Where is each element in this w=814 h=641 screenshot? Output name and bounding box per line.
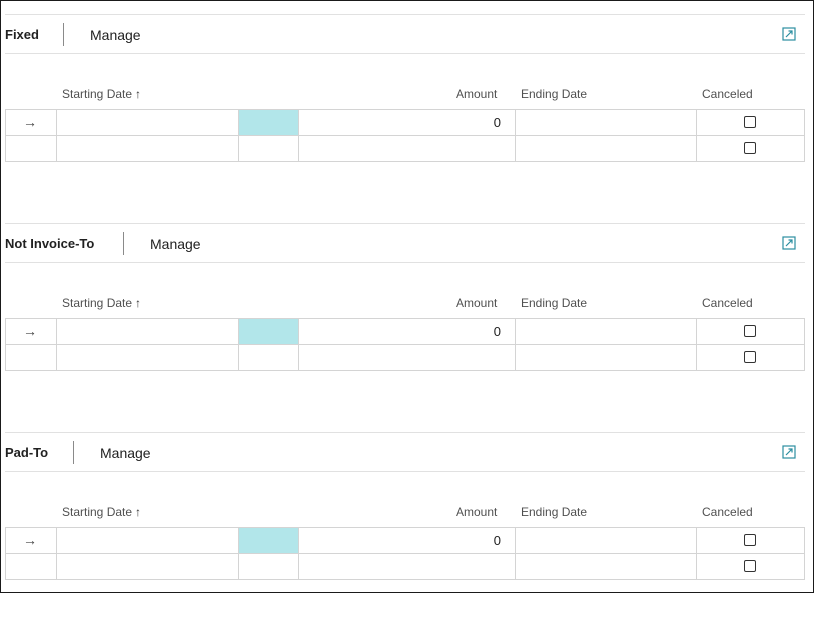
row-selector[interactable] bbox=[6, 554, 56, 579]
expand-icon[interactable] bbox=[782, 236, 796, 250]
selected-cell[interactable] bbox=[238, 110, 298, 135]
expand-icon[interactable] bbox=[782, 445, 796, 459]
sort-ascending-icon: ↑ bbox=[135, 505, 142, 519]
section-pad-to: Pad-To Manage Starting Date ↑ Amount Endi… bbox=[5, 432, 805, 641]
ending-date-cell[interactable] bbox=[515, 528, 696, 553]
starting-date-cell[interactable] bbox=[56, 136, 238, 161]
table-row[interactable] bbox=[6, 136, 804, 161]
amount-cell[interactable] bbox=[298, 136, 515, 161]
sort-ascending-icon: ↑ bbox=[135, 296, 142, 310]
table-row[interactable]: → 0 bbox=[6, 110, 804, 136]
section-title: Pad-To bbox=[5, 445, 49, 460]
header-divider bbox=[73, 441, 74, 464]
sort-ascending-icon: ↑ bbox=[135, 87, 142, 101]
manage-button[interactable]: Manage bbox=[90, 27, 141, 43]
row-arrow-icon: → bbox=[23, 114, 37, 130]
col-canceled[interactable]: Canceled bbox=[702, 87, 753, 101]
expand-icon[interactable] bbox=[782, 27, 796, 41]
row-selector[interactable] bbox=[6, 345, 56, 370]
table-row[interactable] bbox=[6, 554, 804, 579]
canceled-cell bbox=[696, 319, 804, 344]
extra-cell[interactable] bbox=[238, 345, 298, 370]
amount-cell[interactable]: 0 bbox=[298, 528, 515, 553]
amount-cell[interactable]: 0 bbox=[298, 319, 515, 344]
canceled-checkbox[interactable] bbox=[744, 325, 756, 337]
canceled-checkbox[interactable] bbox=[744, 351, 756, 363]
starting-date-cell[interactable] bbox=[56, 110, 238, 135]
row-selector[interactable]: → bbox=[6, 110, 56, 135]
ending-date-cell[interactable] bbox=[515, 319, 696, 344]
extra-cell[interactable] bbox=[238, 136, 298, 161]
ending-date-cell[interactable] bbox=[515, 136, 696, 161]
amount-cell[interactable] bbox=[298, 345, 515, 370]
canceled-checkbox[interactable] bbox=[744, 116, 756, 128]
table-row[interactable] bbox=[6, 345, 804, 370]
table-row[interactable]: → 0 bbox=[6, 528, 804, 554]
section-header: Fixed Manage bbox=[5, 14, 805, 54]
row-selector[interactable]: → bbox=[6, 528, 56, 553]
row-selector[interactable] bbox=[6, 136, 56, 161]
canceled-cell bbox=[696, 136, 804, 161]
row-arrow-icon: → bbox=[23, 532, 37, 548]
selected-cell[interactable] bbox=[238, 319, 298, 344]
col-starting-date[interactable]: Starting Date ↑ bbox=[62, 87, 142, 101]
manage-button[interactable]: Manage bbox=[150, 236, 201, 252]
col-amount[interactable]: Amount bbox=[456, 87, 498, 101]
canceled-checkbox[interactable] bbox=[744, 534, 756, 546]
canceled-cell bbox=[696, 554, 804, 579]
amount-cell[interactable] bbox=[298, 554, 515, 579]
col-ending-date[interactable]: Ending Date bbox=[521, 505, 588, 519]
col-starting-date[interactable]: Starting Date ↑ bbox=[62, 505, 142, 519]
col-amount[interactable]: Amount bbox=[456, 505, 498, 519]
section-not-invoice-to: Not Invoice-To Manage Starting Date ↑ Amo… bbox=[5, 223, 805, 432]
col-ending-date[interactable]: Ending Date bbox=[521, 87, 588, 101]
starting-date-cell[interactable] bbox=[56, 345, 238, 370]
data-grid: → 0 bbox=[5, 109, 805, 162]
ending-date-cell[interactable] bbox=[515, 345, 696, 370]
section-title: Not Invoice-To bbox=[5, 236, 95, 251]
amount-cell[interactable]: 0 bbox=[298, 110, 515, 135]
table-row[interactable]: → 0 bbox=[6, 319, 804, 345]
header-divider bbox=[63, 23, 64, 46]
starting-date-cell[interactable] bbox=[56, 319, 238, 344]
canceled-cell bbox=[696, 345, 804, 370]
canceled-cell bbox=[696, 110, 804, 135]
canceled-cell bbox=[696, 528, 804, 553]
section-fixed: Fixed Manage Starting Date ↑ Amount Endin… bbox=[5, 14, 805, 223]
data-grid: → 0 bbox=[5, 318, 805, 371]
canceled-checkbox[interactable] bbox=[744, 560, 756, 572]
manage-button[interactable]: Manage bbox=[100, 445, 151, 461]
col-starting-date[interactable]: Starting Date ↑ bbox=[62, 296, 142, 310]
selected-cell[interactable] bbox=[238, 528, 298, 553]
header-divider bbox=[123, 232, 124, 255]
page-frame: Fixed Manage Starting Date ↑ Amount Endin… bbox=[0, 0, 814, 593]
col-ending-date[interactable]: Ending Date bbox=[521, 296, 588, 310]
extra-cell[interactable] bbox=[238, 554, 298, 579]
section-title: Fixed bbox=[5, 27, 39, 42]
data-grid: → 0 bbox=[5, 527, 805, 580]
col-canceled[interactable]: Canceled bbox=[702, 296, 753, 310]
starting-date-cell[interactable] bbox=[56, 554, 238, 579]
ending-date-cell[interactable] bbox=[515, 110, 696, 135]
row-arrow-icon: → bbox=[23, 323, 37, 339]
col-canceled[interactable]: Canceled bbox=[702, 505, 753, 519]
col-amount[interactable]: Amount bbox=[456, 296, 498, 310]
ending-date-cell[interactable] bbox=[515, 554, 696, 579]
canceled-checkbox[interactable] bbox=[744, 142, 756, 154]
row-selector[interactable]: → bbox=[6, 319, 56, 344]
section-header: Not Invoice-To Manage bbox=[5, 223, 805, 263]
section-header: Pad-To Manage bbox=[5, 432, 805, 472]
starting-date-cell[interactable] bbox=[56, 528, 238, 553]
